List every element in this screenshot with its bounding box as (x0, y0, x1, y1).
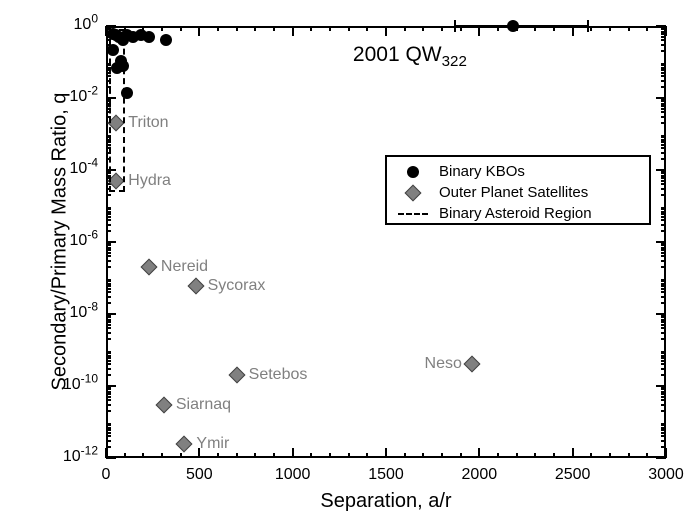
x-axis-label: Separation, a/r (106, 490, 666, 513)
satellite-label: Siarnaq (176, 397, 231, 413)
satellite-label: Sycorax (208, 278, 266, 294)
x-tick-label: 3000 (636, 466, 696, 484)
x-tick-label: 2000 (449, 466, 509, 484)
qw322-xerrorbar (455, 25, 588, 27)
y-tick-label: 10-12 (46, 448, 98, 466)
legend-marker (387, 166, 439, 178)
x-tick-label: 1000 (263, 466, 323, 484)
y-tick-label: 10-6 (46, 232, 98, 250)
legend-label: Binary Asteroid Region (439, 205, 592, 222)
y-tick-label: 10-8 (46, 304, 98, 322)
binary-asteroid-region (109, 29, 124, 192)
kbo-point (143, 31, 155, 43)
legend-label: Outer Planet Satellites (439, 184, 588, 201)
kbo-point (160, 34, 172, 46)
legend-label: Binary KBOs (439, 163, 525, 180)
y-tick-label: 10-2 (46, 88, 98, 106)
satellite-label: Neso (425, 356, 462, 372)
legend: Binary KBOs Outer Planet Satellites Binary… (385, 155, 651, 225)
satellite-label: Triton (128, 115, 168, 131)
y-tick-label: 10-4 (46, 160, 98, 178)
satellite-label: Hydra (128, 173, 171, 189)
x-tick-label: 0 (76, 466, 136, 484)
satellite-label: Nereid (161, 259, 208, 275)
x-tick-label: 1500 (356, 466, 416, 484)
satellite-label: Setebos (249, 367, 308, 383)
y-tick-label: 10-10 (46, 376, 98, 394)
legend-entry: Binary KBOs (387, 161, 649, 182)
y-tick-label: 100 (46, 16, 98, 34)
legend-marker (387, 187, 439, 199)
x-tick-label: 500 (169, 466, 229, 484)
qw322-label: 2001 QW322 (353, 44, 467, 65)
legend-marker (387, 213, 439, 215)
satellite-label: Ymir (196, 436, 229, 452)
plot-frame (106, 26, 666, 458)
qw322-point (507, 20, 519, 32)
legend-entry: Outer Planet Satellites (387, 182, 649, 203)
legend-entry: Binary Asteroid Region (387, 203, 649, 224)
x-tick-label: 2500 (543, 466, 603, 484)
